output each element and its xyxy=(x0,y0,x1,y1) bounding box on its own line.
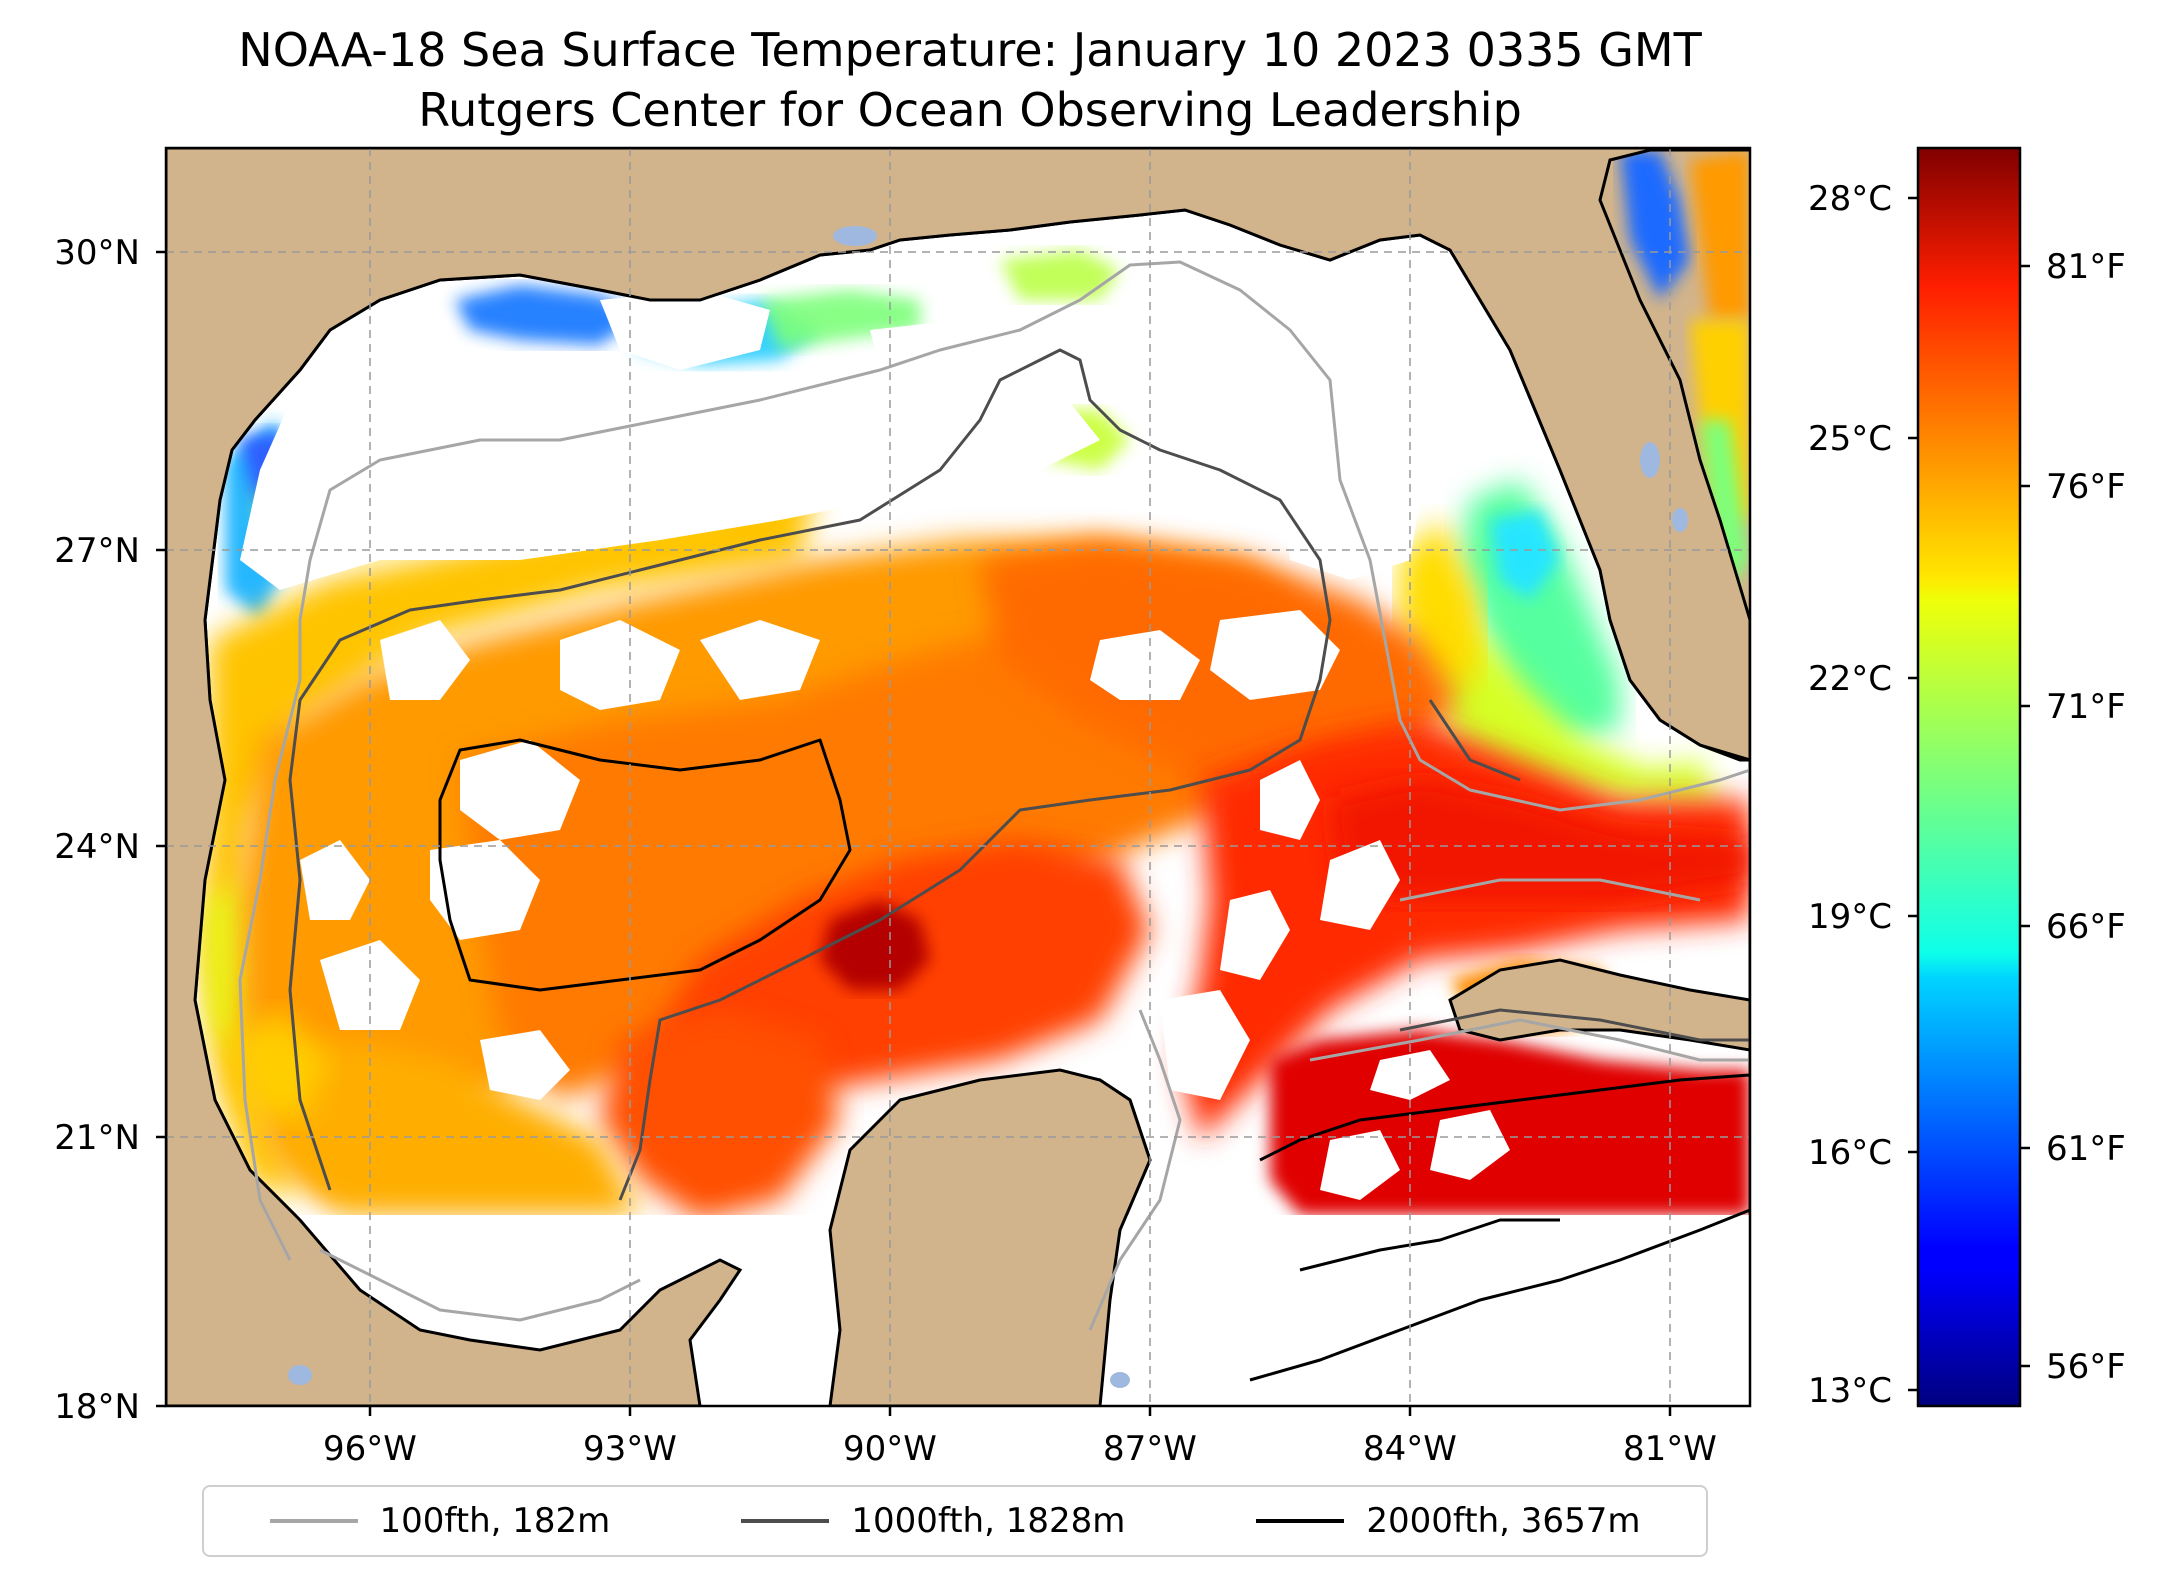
gridlines xyxy=(166,148,1750,1406)
bathymetry-contours xyxy=(238,260,1750,1382)
lat-tick-label: 18°N xyxy=(54,1387,140,1427)
colorbar-ticks xyxy=(1908,196,2030,1392)
legend-item-1000fth: 1000fth, 1828m xyxy=(741,1501,1125,1541)
colorbar-celsius-label: 25°C xyxy=(1808,419,1892,459)
lon-tick-label: 81°W xyxy=(1623,1429,1717,1469)
lakes xyxy=(288,226,1688,1388)
chart-title-line-1: NOAA-18 Sea Surface Temperature: January… xyxy=(238,23,1702,77)
legend-swatch xyxy=(741,1519,830,1523)
lon-tick-label: 90°W xyxy=(843,1429,937,1469)
colorbar-celsius-label: 22°C xyxy=(1808,659,1892,699)
cloud-mask xyxy=(240,290,1510,1200)
legend-swatch xyxy=(1256,1519,1345,1523)
colorbar-celsius-label: 13°C xyxy=(1808,1371,1892,1411)
colorbar-fahrenheit-label: 81°F xyxy=(2046,247,2126,287)
tick-marks xyxy=(156,250,1672,1416)
contour-1000fth xyxy=(288,348,1332,1201)
lon-tick-label: 84°W xyxy=(1363,1429,1457,1469)
lat-tick-label: 30°N xyxy=(54,233,140,273)
colorbar-celsius-label: 19°C xyxy=(1808,897,1892,937)
chart-title-line-2: Rutgers Center for Ocean Observing Leade… xyxy=(418,83,1522,137)
landmasses xyxy=(166,148,1750,1406)
legend-label: 100fth, 182m xyxy=(379,1501,611,1541)
lon-tick-label: 93°W xyxy=(583,1429,677,1469)
contour-2000fth xyxy=(438,738,852,992)
lon-tick-label: 96°W xyxy=(323,1429,417,1469)
legend-label: 2000fth, 3657m xyxy=(1366,1501,1641,1541)
colorbar-celsius-label: 16°C xyxy=(1808,1133,1892,1173)
colorbar-fahrenheit-label: 71°F xyxy=(2046,687,2126,727)
legend-item-2000fth: 2000fth, 3657m xyxy=(1256,1501,1640,1541)
colorbar-celsius-label: 28°C xyxy=(1808,179,1892,219)
colorbar-fahrenheit-label: 76°F xyxy=(2046,467,2126,507)
colorbar-fahrenheit-label: 56°F xyxy=(2046,1347,2126,1387)
colorbar-fahrenheit-label: 66°F xyxy=(2046,907,2126,947)
sst-field xyxy=(166,148,1750,1406)
legend-swatch xyxy=(269,1519,358,1523)
legend-label: 1000fth, 1828m xyxy=(851,1501,1126,1541)
colorbar-fahrenheit-label: 61°F xyxy=(2046,1129,2126,1169)
lat-tick-label: 21°N xyxy=(54,1118,140,1158)
map-frame xyxy=(164,146,1752,1408)
lat-tick-label: 24°N xyxy=(54,827,140,867)
lat-tick-label: 27°N xyxy=(54,531,140,571)
contour-legend: 100fth, 182m 1000fth, 1828m 2000fth, 365… xyxy=(202,1485,1708,1557)
colorbar xyxy=(1916,146,2022,1408)
lon-tick-label: 87°W xyxy=(1103,1429,1197,1469)
legend-item-100fth: 100fth, 182m xyxy=(269,1501,611,1541)
